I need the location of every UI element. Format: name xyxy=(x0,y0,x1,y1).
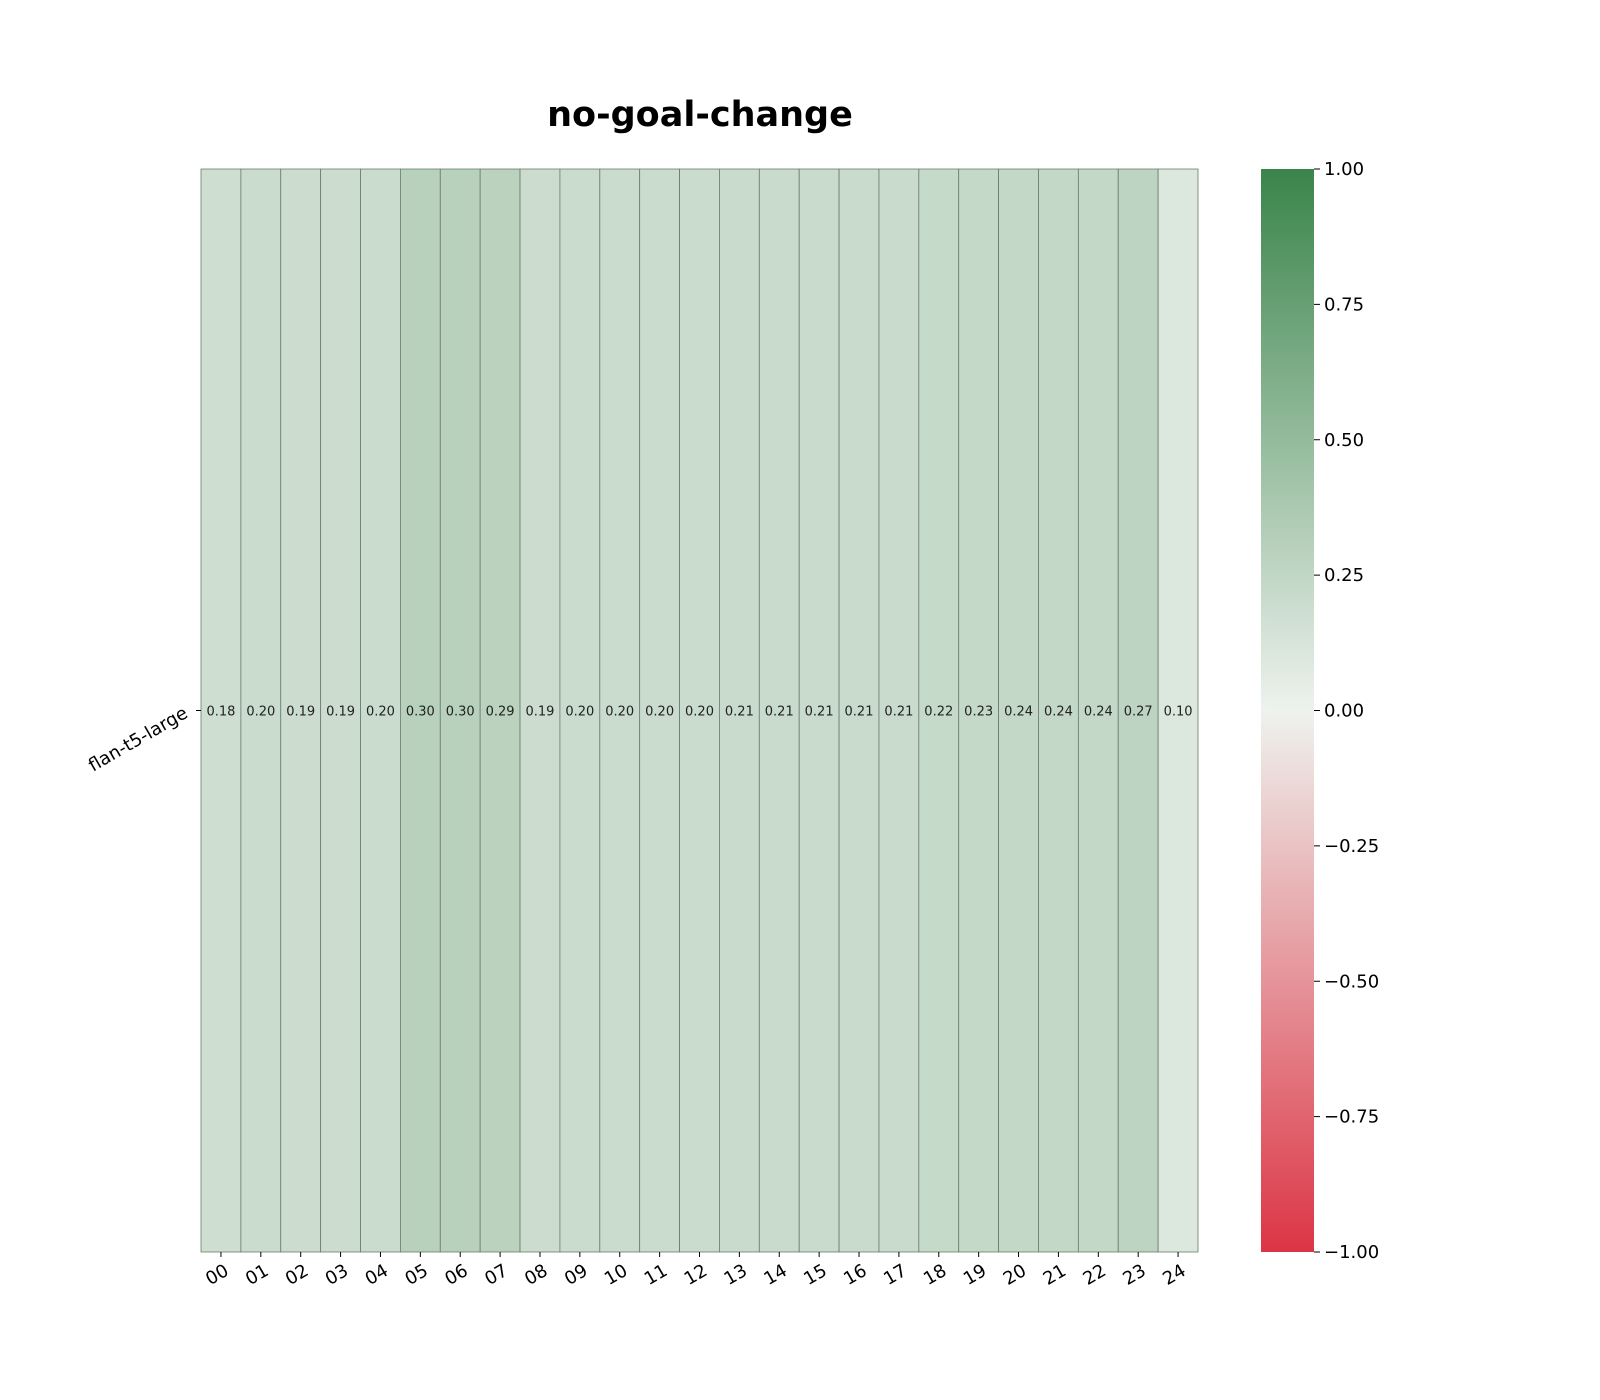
cell-value-label: 0.24 xyxy=(1084,705,1113,720)
heatmap-cell xyxy=(280,168,322,1253)
cell-value-label: 0.23 xyxy=(964,705,993,720)
x-tick-label: 08 xyxy=(521,1260,551,1290)
cell-value-label: 0.21 xyxy=(765,705,794,720)
colorbar-gradient xyxy=(1261,169,1314,1252)
x-tick-label: 23 xyxy=(1119,1260,1149,1290)
x-tick-label: 14 xyxy=(760,1260,790,1290)
x-tick-label: 03 xyxy=(322,1260,352,1290)
colorbar-tick-label: 0.25 xyxy=(1324,565,1364,586)
x-tick-label: 00 xyxy=(202,1260,232,1290)
cell-value-label: 0.19 xyxy=(326,705,355,720)
x-tick-label: 07 xyxy=(481,1260,511,1290)
heatmap-cell xyxy=(639,168,680,1253)
y-axis: flan-t5-large xyxy=(85,703,201,777)
x-tick-label: 19 xyxy=(960,1260,990,1290)
colorbar: 1.00 0.75 0.50 0.25 0.00 −0.25 −0.50 −0.75 −1.00 xyxy=(1261,159,1379,1263)
x-tick-label: 16 xyxy=(840,1260,870,1290)
heatmap-cell xyxy=(758,168,800,1253)
heatmap-cell xyxy=(838,168,880,1253)
cell-value-label: 0.24 xyxy=(1004,705,1033,720)
cell-value-label: 0.20 xyxy=(565,705,594,720)
x-tick-label: 17 xyxy=(880,1260,910,1290)
cell-value-label: 0.29 xyxy=(486,705,515,720)
cell-value-label: 0.27 xyxy=(1124,705,1153,720)
x-tick-label: 05 xyxy=(402,1260,432,1290)
cell-value-label: 0.30 xyxy=(406,705,435,720)
heatmap-cell xyxy=(918,168,960,1253)
heatmap-cell xyxy=(399,168,441,1253)
x-tick-label: 06 xyxy=(441,1260,471,1290)
cell-value-label: 0.20 xyxy=(605,705,634,720)
colorbar-tick-label: −0.25 xyxy=(1324,836,1379,857)
heatmap-cells: 0.18 0.20 0.19 0.19 0.20 0.30 0.30 0.29 0.19 0.20… xyxy=(200,168,1199,1253)
x-tick-label: 15 xyxy=(800,1260,830,1290)
cell-value-label: 0.19 xyxy=(286,705,315,720)
x-tick-label: 01 xyxy=(242,1260,272,1290)
heatmap-cell xyxy=(559,168,601,1253)
x-tick-label: 10 xyxy=(601,1260,631,1290)
colorbar-tick-label: 0.00 xyxy=(1324,701,1364,722)
cell-value-label: 0.20 xyxy=(645,705,674,720)
heatmap-cell xyxy=(998,168,1039,1253)
x-tick-label: 09 xyxy=(561,1260,591,1290)
cell-value-label: 0.22 xyxy=(924,705,953,720)
heatmap-cell xyxy=(360,168,401,1253)
heatmap-cell xyxy=(878,168,920,1253)
x-tick-label: 18 xyxy=(920,1260,950,1290)
colorbar-tick-label: −0.75 xyxy=(1324,1107,1379,1128)
colorbar-tick-label: 0.75 xyxy=(1324,294,1364,315)
cell-value-label: 0.20 xyxy=(246,705,275,720)
heatmap-cell xyxy=(1038,168,1079,1253)
x-tick-label: 21 xyxy=(1040,1260,1070,1290)
heatmap-cell xyxy=(1077,168,1119,1253)
x-tick-label: 04 xyxy=(362,1260,392,1290)
x-tick-label: 22 xyxy=(1079,1260,1109,1290)
cell-value-label: 0.18 xyxy=(206,705,235,720)
cell-value-label: 0.21 xyxy=(845,705,874,720)
x-tick-label: 11 xyxy=(641,1260,671,1290)
cell-value-label: 0.10 xyxy=(1164,705,1193,720)
x-tick-label: 24 xyxy=(1159,1260,1189,1290)
x-tick-label: 12 xyxy=(681,1260,711,1290)
colorbar-tick-label: −0.50 xyxy=(1324,971,1379,992)
x-axis: 00 01 02 03 04 05 06 07 08 09 10 11 12 13 14 15 16 17 18 19… xyxy=(202,1252,1190,1290)
cell-value-label: 0.21 xyxy=(884,705,913,720)
cell-value-label: 0.20 xyxy=(366,705,395,720)
cell-value-label: 0.21 xyxy=(805,705,834,720)
chart-title: no-goal-change xyxy=(547,95,853,135)
heatmap-cell xyxy=(479,168,521,1253)
x-tick-label: 20 xyxy=(1000,1260,1030,1290)
heatmap-cell xyxy=(798,168,840,1253)
colorbar-tick-label: −1.00 xyxy=(1324,1242,1379,1263)
heatmap-cell xyxy=(320,168,361,1253)
heatmap-cell xyxy=(240,168,282,1253)
cell-value-label: 0.19 xyxy=(526,705,555,720)
cell-value-label: 0.20 xyxy=(685,705,714,720)
heatmap-cell xyxy=(1157,168,1199,1253)
x-tick-label: 13 xyxy=(721,1260,751,1290)
cell-value-label: 0.24 xyxy=(1044,705,1073,720)
heatmap-cell xyxy=(679,168,720,1253)
heatmap-cell xyxy=(719,168,760,1253)
x-tick-label: 02 xyxy=(282,1260,312,1290)
cell-value-label: 0.21 xyxy=(725,705,754,720)
cell-value-label: 0.30 xyxy=(446,705,475,720)
colorbar-tick-label: 1.00 xyxy=(1324,159,1364,180)
y-tick-label: flan-t5-large xyxy=(85,703,192,777)
heatmap-cell xyxy=(958,168,999,1253)
heatmap-cell xyxy=(200,168,242,1253)
colorbar-tick-label: 0.50 xyxy=(1324,430,1364,451)
